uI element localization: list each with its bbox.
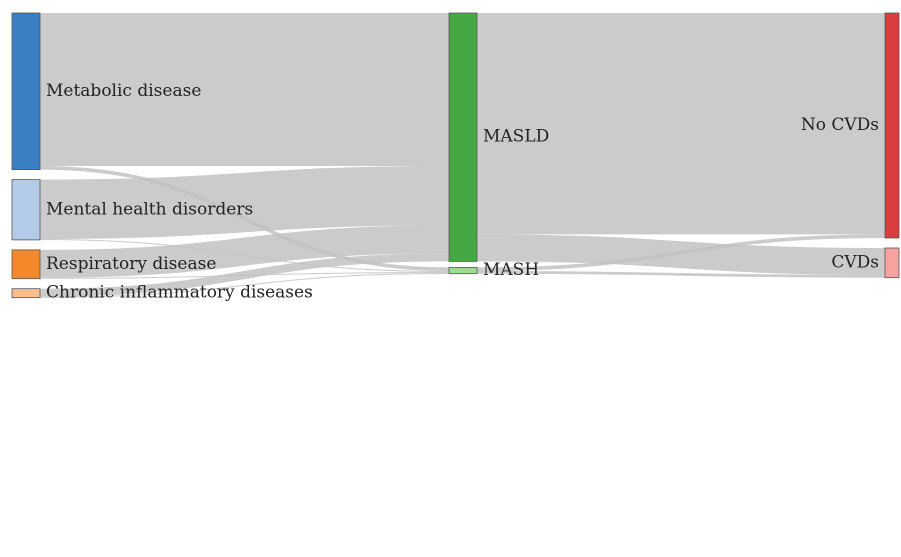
link-mental-to-masld [39, 166, 450, 239]
node-label-masld: MASLD [483, 127, 549, 147]
node-metabolic [11, 12, 41, 171]
link-inflammatory-to-masld [39, 253, 450, 297]
node-mental [11, 179, 41, 241]
node-nocvd [884, 12, 900, 239]
link-respiratory-to-masld [39, 225, 450, 278]
link-masld-to-cvd [476, 234, 886, 275]
node-label-nocvd: No CVDs [801, 115, 879, 135]
link-inflammatory-to-mash [39, 273, 450, 298]
node-label-mental: Mental health disorders [46, 199, 253, 219]
link-mash-to-nocvd [476, 234, 886, 271]
node-label-inflammatory: Chronic inflammatory diseases [46, 283, 313, 303]
node-label-mash: MASH [483, 260, 539, 280]
node-cvd [884, 247, 900, 279]
node-respiratory [11, 249, 41, 280]
node-inflammatory [11, 288, 41, 299]
link-mash-to-cvd [476, 271, 886, 278]
node-label-respiratory: Respiratory disease [46, 254, 216, 274]
sankey-labels: Metabolic disease Mental health disorders… [46, 81, 879, 303]
sankey-nodes [11, 12, 900, 299]
node-masld [448, 12, 478, 262]
node-mash [448, 266, 478, 275]
sankey-links [39, 12, 886, 298]
node-label-metabolic: Metabolic disease [46, 81, 201, 101]
node-label-cvd: CVDs [831, 252, 879, 272]
